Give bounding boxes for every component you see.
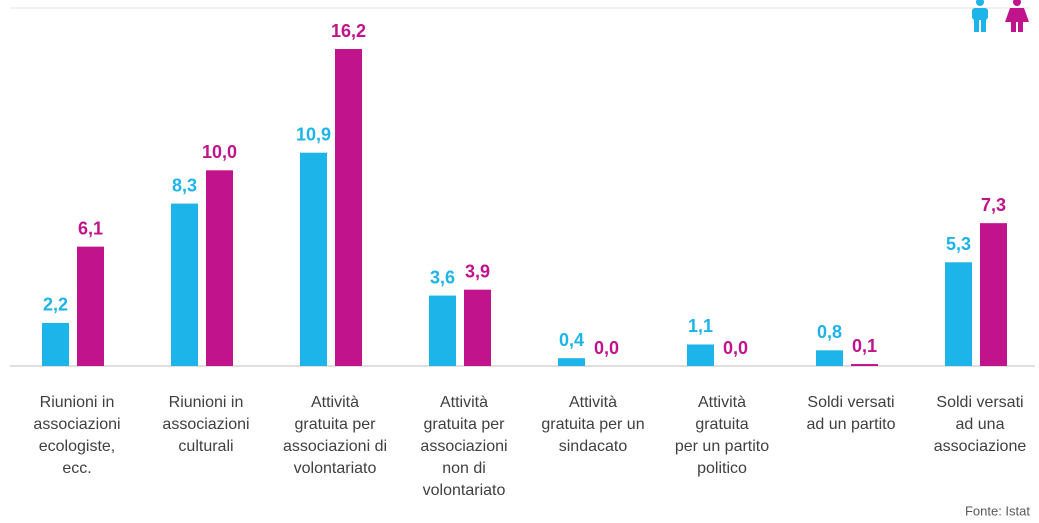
data-label: 0,4 — [559, 330, 584, 350]
data-label: 8,3 — [172, 175, 197, 195]
x-tick-label: Soldi versati — [936, 394, 1023, 411]
bar — [851, 364, 878, 366]
x-tick-label: ecologiste, — [39, 438, 116, 455]
bar — [335, 49, 362, 366]
data-label: 6,1 — [78, 218, 103, 238]
x-tick-label: Attività — [311, 394, 359, 411]
x-tick-label: volontariato — [423, 482, 506, 499]
data-label: 0,0 — [723, 338, 748, 358]
x-tick-label: ecc. — [62, 460, 91, 477]
bar — [171, 203, 198, 366]
x-tick-label: associazione — [934, 438, 1027, 455]
x-tick-label: politico — [697, 460, 747, 477]
data-label: 0,0 — [594, 338, 619, 358]
x-tick-label: Soldi versati — [807, 394, 894, 411]
bar — [464, 289, 491, 366]
bar — [77, 246, 104, 366]
x-tick-label: Attività — [440, 394, 488, 411]
data-label: 10,9 — [296, 124, 331, 144]
x-tick-label: gratuita per — [424, 416, 506, 433]
x-tick-label: Riunioni in — [169, 394, 244, 411]
bar — [300, 152, 327, 366]
x-tick-label: Riunioni in — [40, 394, 115, 411]
x-tick-label: volontariato — [294, 460, 377, 477]
x-tick-label: associazioni di — [283, 438, 387, 455]
data-label: 1,1 — [688, 316, 713, 336]
x-tick-label: Attività — [698, 394, 746, 411]
bar — [429, 295, 456, 366]
x-tick-label: gratuita — [695, 416, 748, 433]
data-label: 5,3 — [946, 234, 971, 254]
bar — [206, 170, 233, 366]
bar — [980, 223, 1007, 366]
data-label: 0,1 — [852, 336, 877, 356]
gender-icons — [972, 0, 1029, 32]
x-tick-label: associazioni — [33, 416, 120, 433]
data-label: 7,3 — [981, 195, 1006, 215]
x-tick-label: associazioni — [162, 416, 249, 433]
data-label: 0,8 — [817, 322, 842, 342]
x-tick-label: per un partito — [675, 438, 769, 455]
bar — [945, 262, 972, 366]
bar — [816, 350, 843, 366]
x-tick-label: gratuita per — [295, 416, 377, 433]
data-label: 2,2 — [43, 295, 68, 315]
bar — [558, 358, 585, 366]
bar — [42, 322, 69, 366]
x-tick-label: gratuita per un — [541, 416, 644, 433]
x-tick-label: non di — [442, 460, 486, 477]
x-tick-label: culturali — [178, 438, 233, 455]
data-label: 10,0 — [202, 142, 237, 162]
x-tick-label: ad un partito — [807, 416, 896, 433]
x-tick-label: ad una — [956, 416, 1005, 433]
bar — [687, 344, 714, 366]
data-label: 3,6 — [430, 267, 455, 287]
data-label: 3,9 — [465, 261, 490, 281]
x-tick-label: sindacato — [559, 438, 628, 455]
data-label: 16,2 — [331, 21, 366, 41]
source-note: Fonte: Istat — [965, 503, 1030, 518]
x-tick-label: associazioni — [420, 438, 507, 455]
x-tick-label: Attività — [569, 394, 617, 411]
